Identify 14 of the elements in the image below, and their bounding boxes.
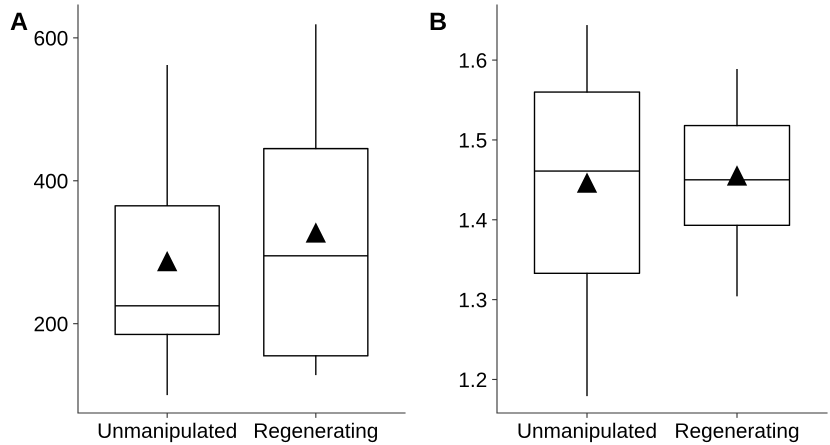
y-tick-label: 600 <box>34 30 68 46</box>
y-tick-label: 1.2 <box>460 372 486 388</box>
chart-title: B <box>430 12 446 30</box>
x-tick-label: Unmanipulated <box>518 422 656 442</box>
chart-title: A <box>10 12 28 30</box>
x-tick-label: Regenerating <box>254 422 378 442</box>
y-tick-label: 1.3 <box>460 292 486 308</box>
x-tick-label: Regenerating <box>676 422 798 442</box>
y-tick-label: 1.6 <box>460 53 486 68</box>
y-tick-label: 1.5 <box>460 133 486 148</box>
y-tick-label: 1.4 <box>460 212 487 228</box>
x-tick-label: Unmanipulated <box>98 422 236 442</box>
y-tick-label: 200 <box>34 316 68 332</box>
y-tick-label: 400 <box>34 174 68 189</box>
